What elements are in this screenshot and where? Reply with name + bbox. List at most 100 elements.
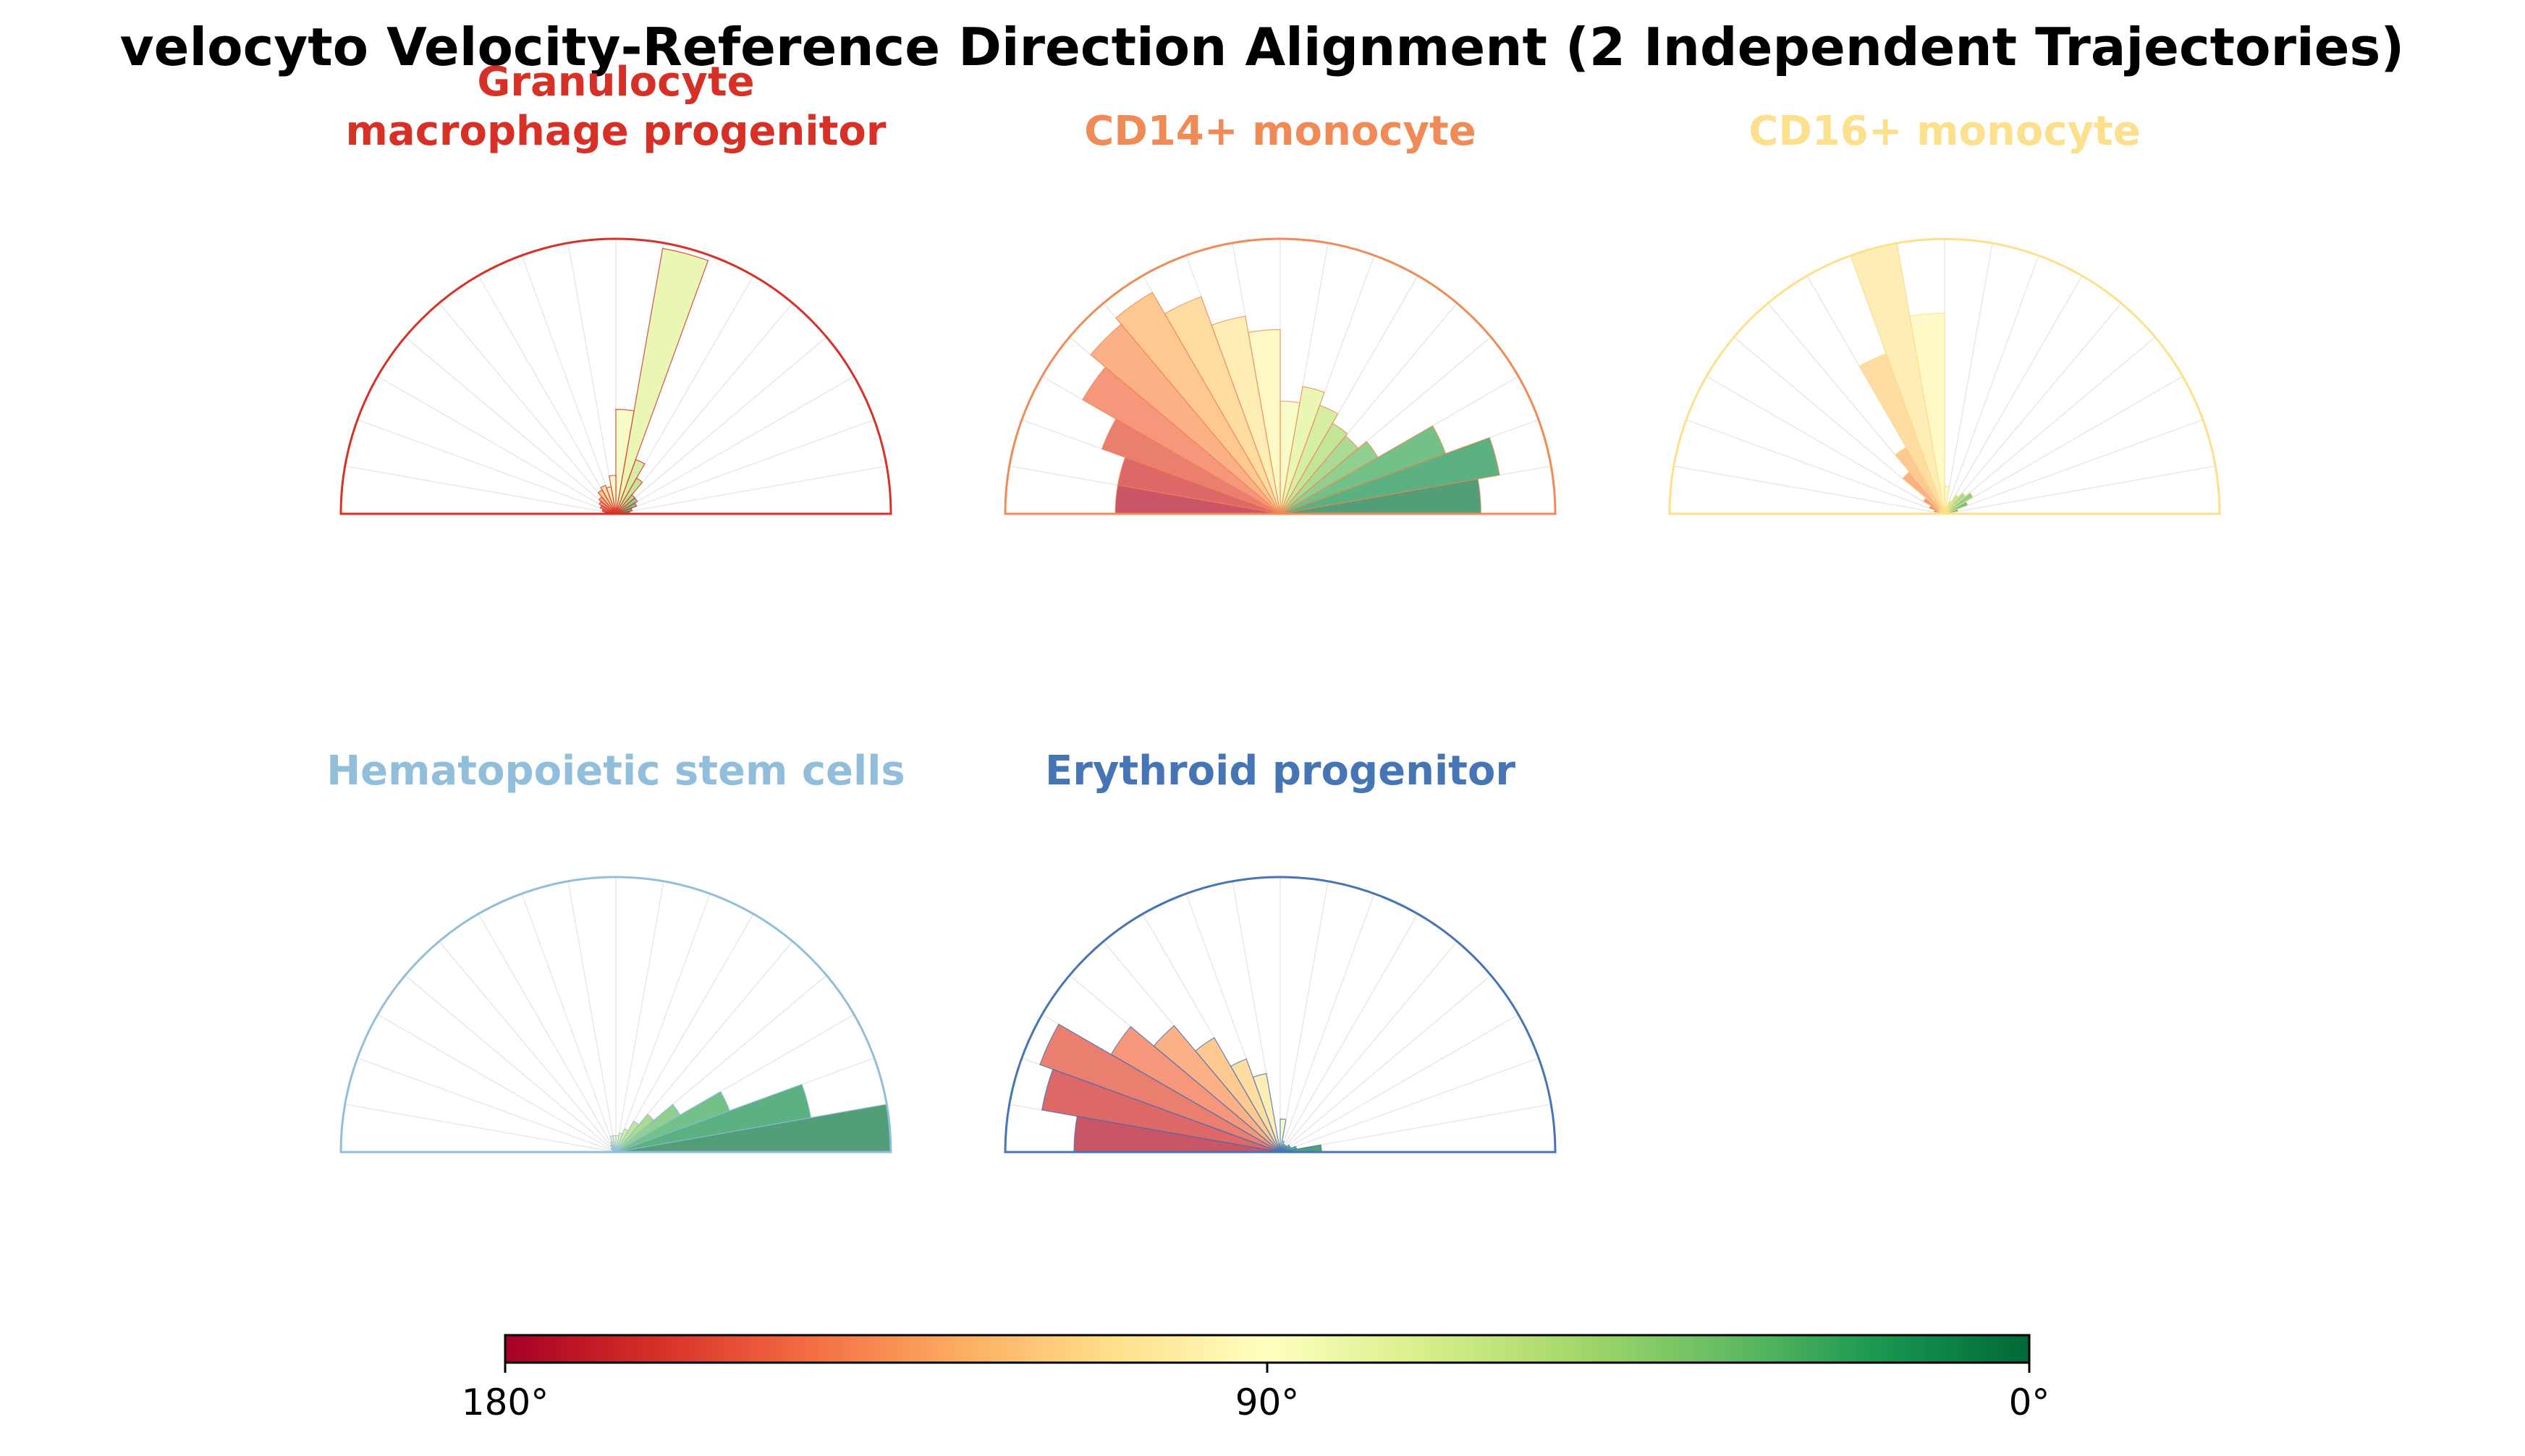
panel-title: Hematopoietic stem cells (326, 748, 905, 795)
grid-spoke (1280, 913, 1418, 1153)
grid-spoke (1280, 881, 1329, 1153)
panel-title: CD14+ monocyte (1084, 108, 1476, 155)
grid-spoke (615, 881, 664, 1153)
grid-spoke (405, 337, 617, 515)
polar-frame (339, 237, 892, 515)
colorbar: 180° 90° 0° (462, 1334, 2050, 1423)
bar-35deg (615, 1104, 681, 1153)
grid-spoke (521, 255, 617, 515)
bar-85deg (615, 408, 635, 515)
grid-spoke (439, 302, 617, 515)
grid-spoke (377, 376, 617, 515)
bar-15deg (615, 1083, 812, 1153)
bar-45deg (1944, 492, 1966, 515)
bar-145deg (1922, 497, 1945, 515)
panel-title: CD16+ monocyte (1748, 108, 2141, 155)
bar-85deg (1280, 1118, 1287, 1153)
grid-spoke (1673, 465, 1945, 515)
grid-spoke (567, 242, 617, 515)
bar-115deg (1858, 352, 1945, 515)
bar-165deg (601, 508, 617, 515)
bar-55deg (1944, 494, 1960, 515)
bar-25deg (1280, 425, 1447, 515)
grid-spoke (1944, 302, 2122, 515)
bar-165deg (1041, 1068, 1281, 1153)
grid-spoke (1280, 1014, 1519, 1153)
bar-135deg (1901, 470, 1945, 515)
bar-35deg (1944, 491, 1974, 515)
grid-spoke (1944, 275, 2083, 515)
grid-spoke (405, 975, 617, 1153)
polar-frame (339, 876, 892, 1154)
bar-135deg (1090, 323, 1281, 515)
bar-125deg (597, 489, 617, 515)
grid-spoke (615, 376, 855, 515)
colorbar-tick-label: 180° (462, 1381, 549, 1423)
bar-65deg (615, 1128, 629, 1153)
bar-55deg (615, 1120, 640, 1153)
colorbar-gradient (504, 1334, 2031, 1364)
bar-125deg (1115, 292, 1281, 515)
grid-spoke (439, 941, 617, 1153)
grid-spoke (1944, 242, 1993, 515)
grid-spoke (1280, 975, 1492, 1153)
grid-spoke (1944, 419, 2204, 515)
polar-frame (1668, 237, 2221, 515)
panel-erythroid-progenitor: Erythroid progenitor (1004, 748, 1557, 1154)
grid-spoke (1686, 419, 1945, 515)
grid-spoke (478, 275, 617, 515)
grid-spoke (1280, 1057, 1539, 1153)
grid-spoke (615, 893, 711, 1153)
chart-title: velocyto Velocity-Reference Direction Al… (120, 17, 2405, 77)
polar-frame (1004, 876, 1557, 1154)
bar-45deg (615, 1113, 655, 1153)
grid-spoke (615, 465, 887, 515)
colorbar-tick-label: 90° (1235, 1381, 1300, 1423)
bar-155deg (1928, 504, 1945, 515)
grid-spoke (377, 1014, 617, 1153)
grid-spoke (1706, 376, 1945, 515)
bar-75deg (615, 1133, 623, 1153)
grid-spoke (344, 465, 617, 515)
panel-title: Erythroid progenitor (1045, 748, 1515, 795)
bar-145deg (1082, 366, 1281, 515)
bar-75deg (1280, 386, 1325, 515)
grid-spoke (1280, 893, 1375, 1153)
grid-spoke (567, 881, 617, 1153)
panel-hematopoietic-stem-cells: Hematopoietic stem cells (326, 748, 905, 1154)
bar-35deg (1280, 441, 1379, 515)
grid-spoke (615, 913, 754, 1153)
grid-spoke (1944, 376, 2183, 515)
grid-spoke (521, 893, 617, 1153)
panel-title: macrophage progenitor (346, 108, 887, 155)
grid-spoke (1944, 337, 2156, 515)
bar-25deg (615, 1091, 730, 1153)
panel-title: Granulocyte (477, 59, 754, 106)
grid-spoke (1944, 255, 2039, 515)
bar-65deg (1944, 500, 1953, 515)
grid-spoke (615, 337, 827, 515)
colorbar-tick-label: 0° (2009, 1381, 2050, 1423)
grid-spoke (615, 419, 875, 515)
grid-spoke (357, 419, 617, 515)
grid-spoke (478, 913, 617, 1153)
panel-cd14-monocyte: CD14+ monocyte (1004, 108, 1557, 515)
grid-spoke (357, 1057, 617, 1153)
bar-75deg (615, 247, 709, 515)
grid-spoke (1944, 465, 2216, 515)
grid-spoke (615, 302, 793, 515)
bar-155deg (599, 504, 617, 515)
bar-155deg (1101, 418, 1281, 515)
bar-15deg (1280, 436, 1500, 515)
bar-135deg (598, 496, 617, 515)
grid-spoke (1280, 941, 1458, 1153)
panel-cd16-monocyte: CD16+ monocyte (1668, 108, 2221, 515)
polar-frame (1004, 237, 1557, 515)
bar-145deg (599, 501, 617, 515)
grid-spoke (344, 1104, 617, 1153)
grid-spoke (1280, 1104, 1552, 1153)
